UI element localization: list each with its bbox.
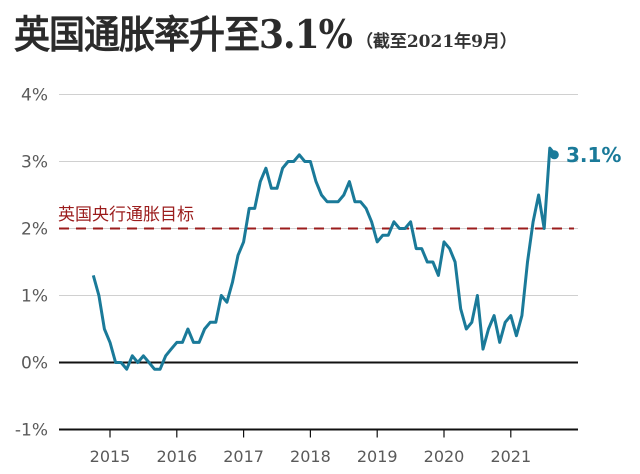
x-tick-label: 2015 (90, 447, 131, 466)
chart-title: 英国通胀率升至3.1% （截至2021年9月） (14, 6, 517, 58)
x-tick-label: 2018 (290, 447, 331, 466)
x-tick-label: 2021 (490, 447, 531, 466)
gridlines (59, 94, 578, 431)
inflation-line (91, 146, 557, 371)
y-tick-label: 1% (21, 287, 48, 307)
y-tick-label: 2% (21, 220, 48, 240)
y-axis-ticks: 4% 3% 2% 1% 0% -1% (15, 86, 48, 441)
title-subtitle: （截至2021年9月） (355, 32, 517, 52)
title-main: 英国通胀率升至3.1% (14, 12, 353, 58)
x-tick-label: 2019 (357, 447, 398, 466)
inflation-series (91, 146, 559, 371)
x-tick-label: 2017 (223, 447, 264, 466)
end-value-label: 3.1% (566, 143, 621, 167)
target-label: 英国央行通胀目标 (58, 205, 194, 225)
x-tick-label: 2016 (156, 447, 197, 466)
y-tick-label: -1% (15, 421, 48, 441)
end-point-marker (549, 150, 559, 160)
x-tick-label: 2020 (424, 447, 465, 466)
y-tick-label: 3% (21, 153, 48, 173)
y-tick-label: 0% (21, 354, 48, 374)
y-tick-label: 4% (21, 86, 48, 106)
x-axis: 2015 2016 2017 2018 2019 2020 2021 (90, 429, 531, 466)
